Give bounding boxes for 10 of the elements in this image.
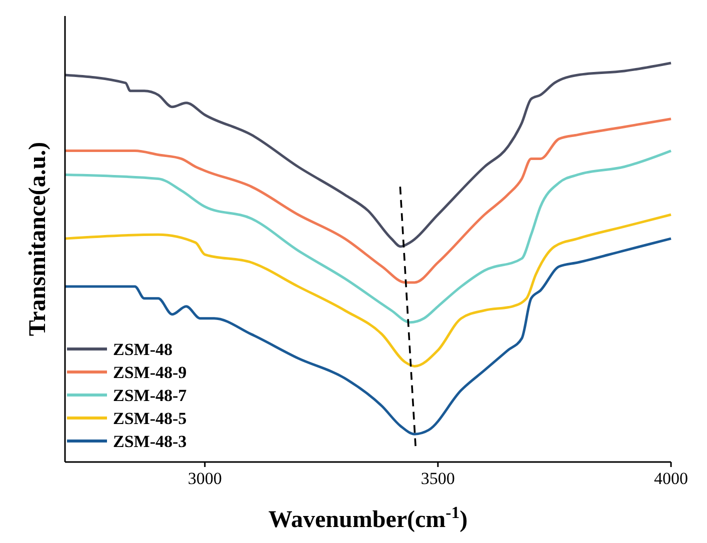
legend-label: ZSM-48-7 [113, 386, 188, 405]
legend-label: ZSM-48 [113, 340, 172, 359]
legend-label: ZSM-48-9 [113, 363, 187, 382]
x-tick-label: 4000 [654, 469, 688, 488]
legend-label: ZSM-48-3 [113, 432, 187, 451]
x-axis-title: Wavenumber(cm$^{-1}$) [268, 502, 468, 533]
x-tick-label: 3000 [188, 469, 222, 488]
x-tick-label: 3500 [420, 469, 455, 488]
legend-label: ZSM-48-5 [113, 409, 187, 428]
y-axis-title: Transmitance(a.u.) [25, 142, 51, 336]
